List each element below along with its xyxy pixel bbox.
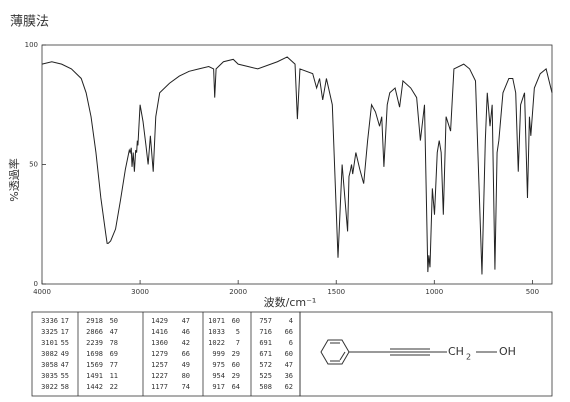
table-cell: 60 xyxy=(232,317,240,325)
table-cell: 1177 xyxy=(151,383,168,391)
table-cell: 3325 xyxy=(41,328,58,336)
y-tick-label: 50 xyxy=(29,161,38,169)
table-cell: 64 xyxy=(232,383,240,391)
table-cell: 671 xyxy=(259,350,272,358)
table-cell: 691 xyxy=(259,339,272,347)
y-tick-label: 100 xyxy=(25,41,38,49)
table-cell: 1227 xyxy=(151,372,168,380)
table-cell: 4 xyxy=(289,317,293,325)
table-cell: 1071 xyxy=(208,317,225,325)
table-cell: 975 xyxy=(212,361,225,369)
table-cell: 66 xyxy=(182,350,190,358)
table-cell: 46 xyxy=(182,328,190,336)
table-cell: 1429 xyxy=(151,317,168,325)
table-cell: 1360 xyxy=(151,339,168,347)
table-cell: 17 xyxy=(61,328,69,336)
table-cell: 29 xyxy=(232,350,240,358)
table-cell: 1569 xyxy=(86,361,103,369)
structure-subscript: 2 xyxy=(466,353,471,362)
table-cell: 74 xyxy=(182,383,190,391)
x-axis-label: 波数/cm⁻¹ xyxy=(264,296,317,309)
x-tick-label: 500 xyxy=(526,288,539,296)
table-cell: 1279 xyxy=(151,350,168,358)
table-cell: 2239 xyxy=(86,339,103,347)
table-cell: 22 xyxy=(110,383,118,391)
table-cell: 3082 xyxy=(41,350,58,358)
table-cell: 525 xyxy=(259,372,272,380)
table-cell: 49 xyxy=(61,350,69,358)
table-cell: 17 xyxy=(61,317,69,325)
table-cell: 3101 xyxy=(41,339,58,347)
table-cell: 50 xyxy=(110,317,118,325)
table-cell: 999 xyxy=(212,350,225,358)
table-cell: 572 xyxy=(259,361,272,369)
table-cell: 5 xyxy=(236,328,240,336)
double-bond xyxy=(339,351,346,361)
structure-group: CH xyxy=(448,345,464,358)
table-cell: 1416 xyxy=(151,328,168,336)
table-cell: 29 xyxy=(232,372,240,380)
table-cell: 47 xyxy=(182,317,190,325)
table-cell: 7 xyxy=(236,339,240,347)
table-cell: 47 xyxy=(110,328,118,336)
y-tick-label: 0 xyxy=(34,280,38,288)
structure-end: OH xyxy=(499,345,516,358)
table-cell: 3035 xyxy=(41,372,58,380)
table-cell: 6 xyxy=(289,339,293,347)
table-cell: 47 xyxy=(285,361,293,369)
table-cell: 78 xyxy=(110,339,118,347)
x-tick-label: 3000 xyxy=(131,288,149,296)
table-cell: 55 xyxy=(61,372,69,380)
table-cell: 2918 xyxy=(86,317,103,325)
table-cell: 11 xyxy=(110,372,118,380)
chart-title: 薄膜法 xyxy=(10,15,49,30)
table-cell: 1257 xyxy=(151,361,168,369)
benzene-ring xyxy=(320,339,350,365)
table-cell: 3336 xyxy=(41,317,58,325)
table-cell: 917 xyxy=(212,383,225,391)
table-cell: 1698 xyxy=(86,350,103,358)
table-cell: 757 xyxy=(259,317,272,325)
table-cell: 716 xyxy=(259,328,272,336)
table-cell: 1491 xyxy=(86,372,103,380)
table-cell: 2866 xyxy=(86,328,103,336)
x-tick-label: 1500 xyxy=(327,288,345,296)
table-cell: 1022 xyxy=(208,339,225,347)
table-cell: 49 xyxy=(182,361,190,369)
spectrum-line xyxy=(41,56,553,275)
table-cell: 60 xyxy=(232,361,240,369)
x-tick-label: 4000 xyxy=(33,288,51,296)
table-cell: 77 xyxy=(110,361,118,369)
table-cell: 42 xyxy=(182,339,190,347)
table-cell: 60 xyxy=(285,350,293,358)
table-cell: 58 xyxy=(61,383,69,391)
table-cell: 508 xyxy=(259,383,272,391)
structure-drawing xyxy=(320,339,497,365)
table-cell: 55 xyxy=(61,339,69,347)
table-cell: 3022 xyxy=(41,383,58,391)
table-cell: 954 xyxy=(212,372,225,380)
y-axis-label: %透過率 xyxy=(7,158,21,201)
table-cell: 3058 xyxy=(41,361,58,369)
table-cell: 47 xyxy=(61,361,69,369)
table-cell: 69 xyxy=(110,350,118,358)
table-cell: 1442 xyxy=(86,383,103,391)
table-cell: 1033 xyxy=(208,328,225,336)
table-cell: 62 xyxy=(285,383,293,391)
table-cell: 66 xyxy=(285,328,293,336)
x-tick-label: 2000 xyxy=(229,288,247,296)
x-tick-label: 1000 xyxy=(425,288,443,296)
table-cell: 36 xyxy=(285,372,293,380)
structure-frame xyxy=(299,311,553,397)
table-cell: 80 xyxy=(182,372,190,380)
